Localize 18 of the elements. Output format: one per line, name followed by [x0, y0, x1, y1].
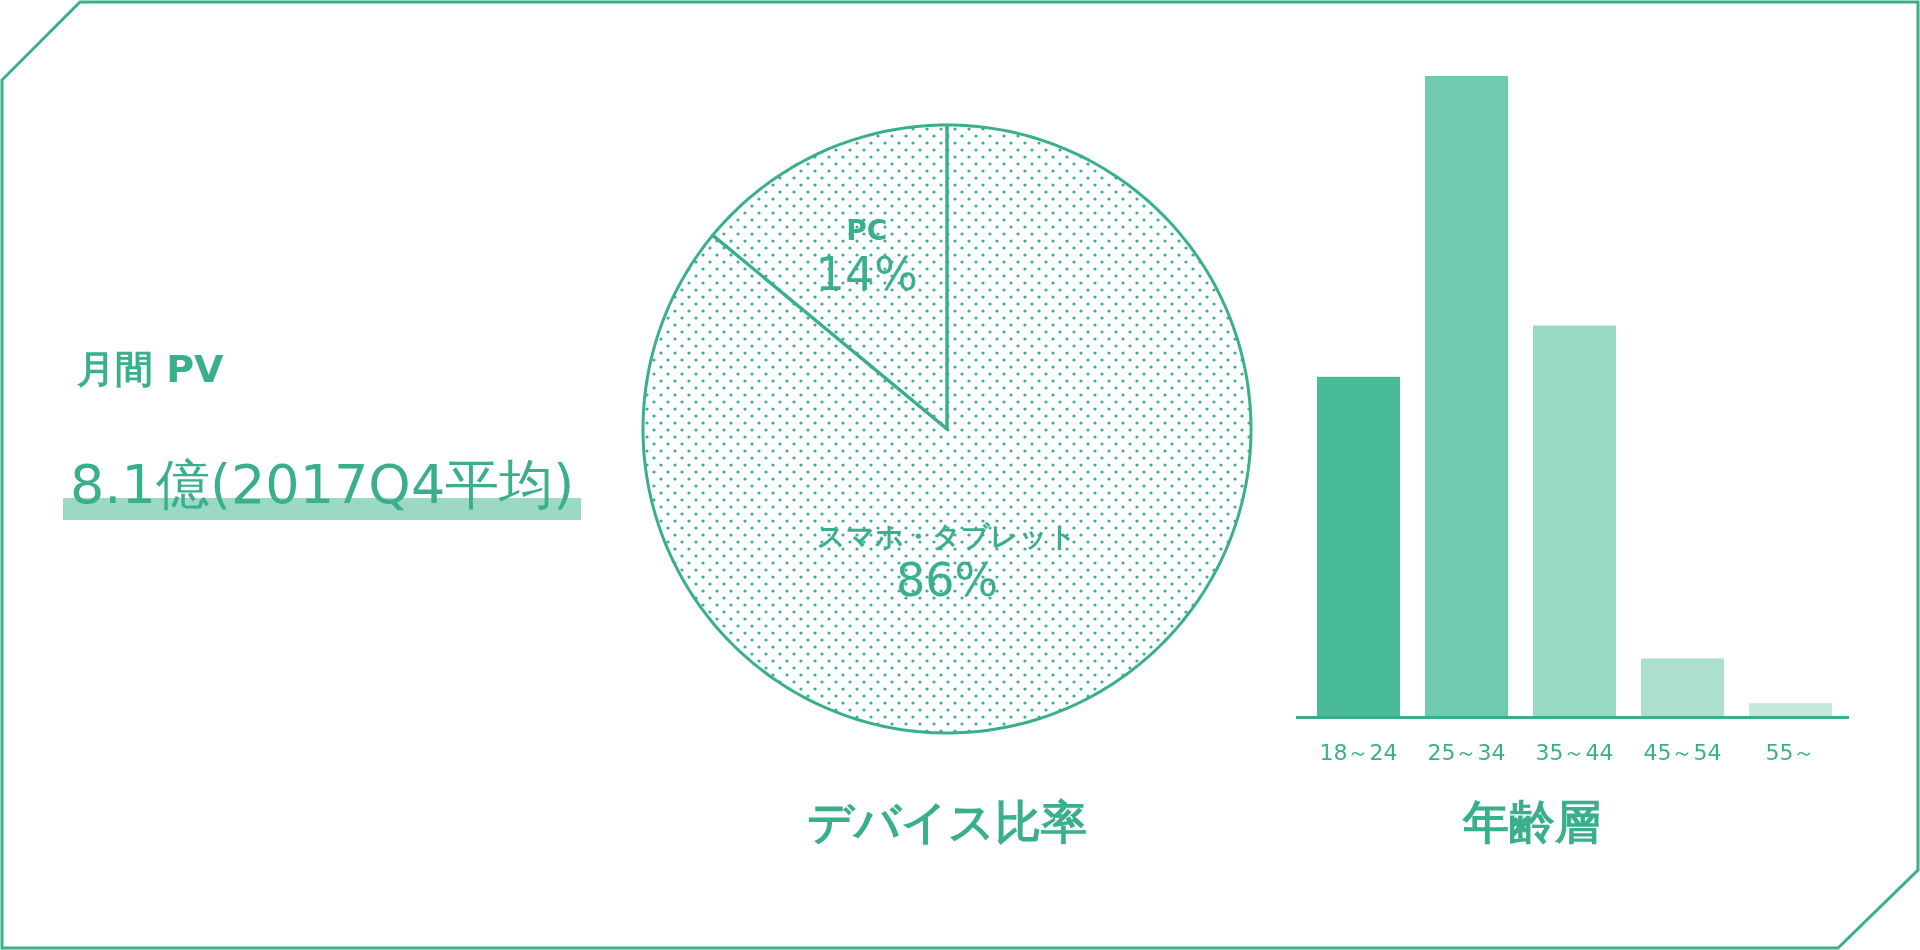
text: 8.1億(2017Q4平均) [70, 453, 575, 516]
data-label: 86% [895, 553, 999, 607]
x-tick-label: 35～44 [1535, 740, 1614, 765]
text: 年齢層 [1461, 795, 1601, 849]
slice-label: PC [846, 214, 888, 248]
x-tick-label: 25～34 [1427, 740, 1506, 765]
text: 月間 PV [76, 347, 225, 391]
pie-slice [641, 123, 1253, 735]
bar [1425, 76, 1508, 716]
data-label: 14% [815, 247, 918, 302]
bar [1317, 376, 1400, 716]
x-tick-label: 55～ [1765, 740, 1816, 765]
text: デバイス比率 [807, 795, 1087, 849]
bar [1641, 658, 1724, 716]
bar [1533, 325, 1616, 716]
x-tick-label: 18～24 [1319, 740, 1398, 765]
x-tick-label: 45～54 [1643, 740, 1722, 765]
bar [1749, 703, 1832, 716]
